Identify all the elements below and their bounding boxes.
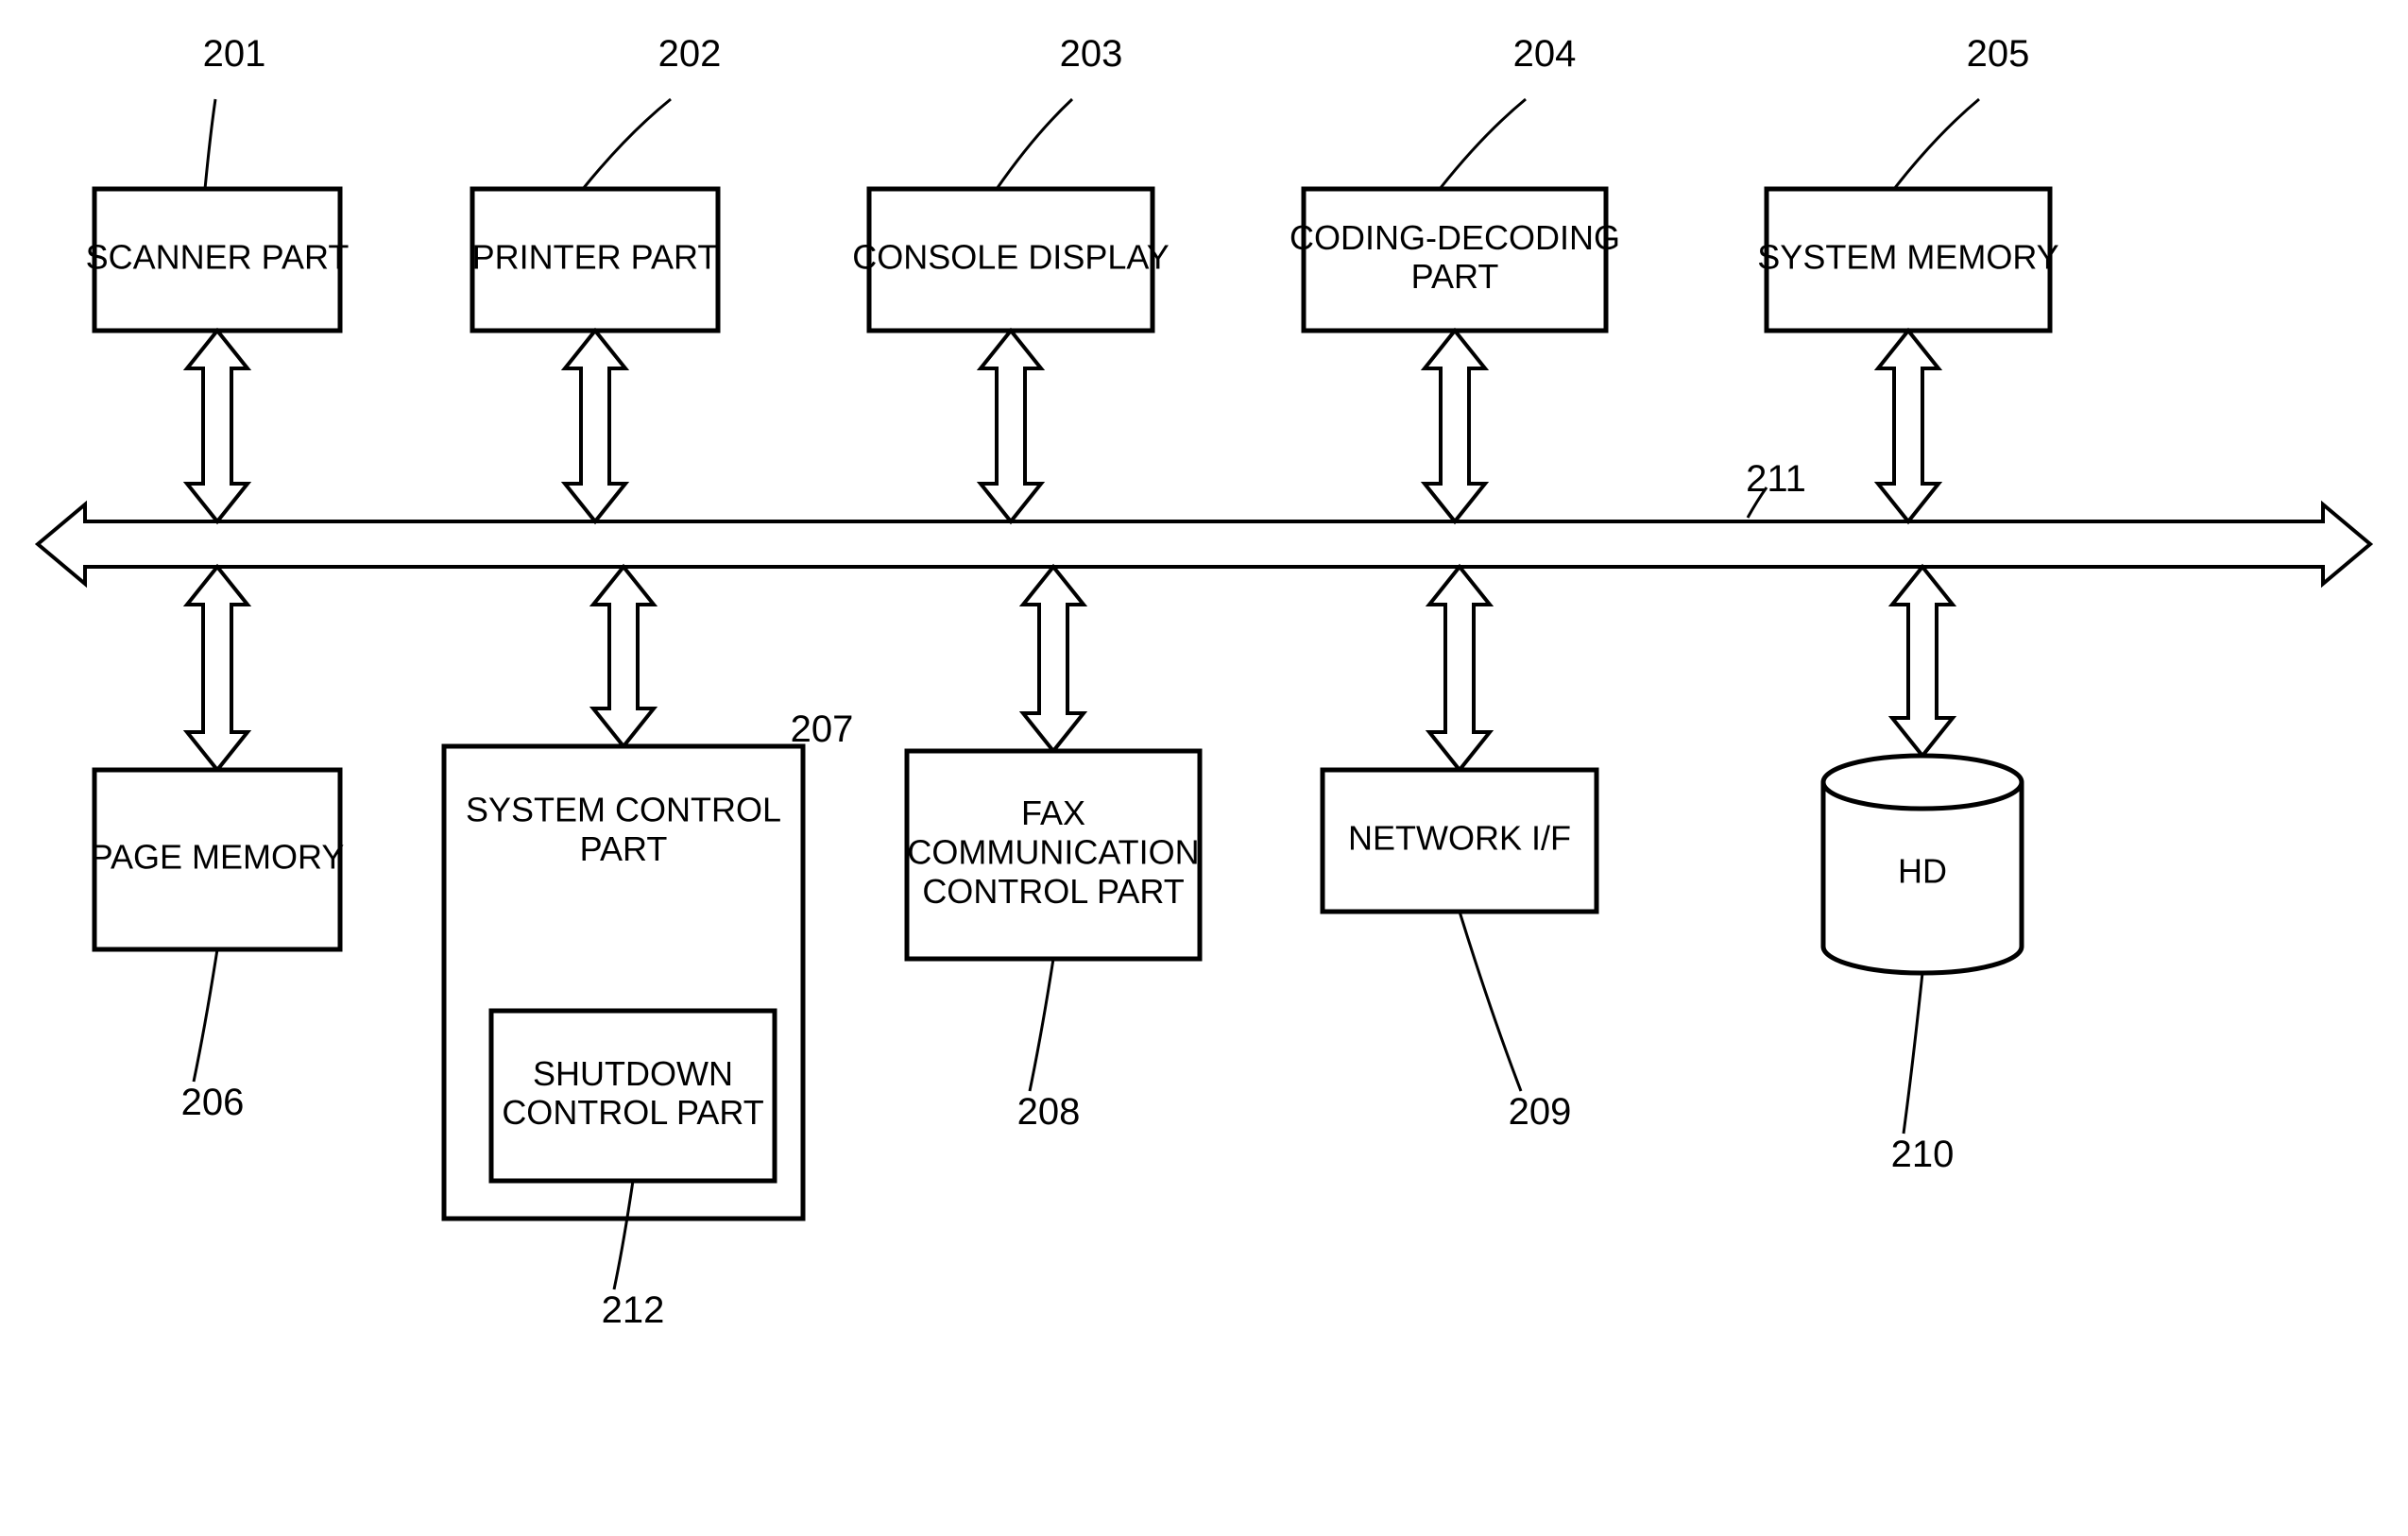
bus-connector: [593, 567, 654, 746]
bus: [38, 504, 2370, 584]
leader-209: [1460, 912, 1521, 1091]
block-label: PART: [580, 829, 668, 868]
leader-208: [1030, 959, 1053, 1091]
block-label: HD: [1898, 852, 1947, 891]
refnum-210: 210: [1891, 1134, 1955, 1175]
leader-210: [1904, 973, 1922, 1134]
refnum-202: 202: [658, 33, 722, 75]
refnum-208: 208: [1017, 1091, 1081, 1133]
refnum-207: 207: [791, 708, 854, 750]
bus-connector: [1023, 567, 1084, 751]
leader-205: [1894, 99, 1979, 189]
leader-202: [583, 99, 671, 189]
block-label: PRINTER PART: [472, 238, 719, 277]
block-label: CONSOLE DISPLAY: [852, 238, 1169, 277]
refnum-211: 211: [1746, 458, 1806, 500]
bus-connector: [1425, 331, 1485, 521]
bus-connector: [1429, 567, 1490, 770]
block-label: SYSTEM CONTROL: [466, 791, 781, 829]
block-label: SCANNER PART: [86, 238, 350, 277]
bus-connector: [565, 331, 625, 521]
refnum-204: 204: [1513, 33, 1577, 75]
block-label: PART: [1411, 257, 1499, 296]
block-label: COMMUNICATION: [907, 833, 1199, 872]
leader-204: [1440, 99, 1526, 189]
refnum-209: 209: [1509, 1091, 1572, 1133]
block-label: SYSTEM MEMORY: [1757, 238, 2058, 277]
block-label: FAX: [1021, 794, 1085, 832]
bus-connector: [1878, 331, 1938, 521]
block-label: CONTROL PART: [502, 1093, 763, 1132]
block-label: SHUTDOWN: [533, 1054, 733, 1093]
refnum-212: 212: [602, 1289, 665, 1331]
block-label: CONTROL PART: [922, 872, 1184, 911]
bus-connector: [981, 331, 1041, 521]
block-label: CODING-DECODING: [1289, 218, 1620, 257]
leader-203: [997, 99, 1072, 189]
leader-206: [194, 949, 217, 1082]
refnum-201: 201: [203, 33, 266, 75]
block-label: NETWORK I/F: [1348, 819, 1571, 858]
bus-connector: [187, 567, 248, 770]
refnum-205: 205: [1967, 33, 2030, 75]
refnum-206: 206: [181, 1082, 245, 1123]
leader-201: [205, 99, 215, 189]
refnum-203: 203: [1060, 33, 1123, 75]
bus-connector: [187, 331, 248, 521]
block-label: PAGE MEMORY: [91, 838, 345, 877]
bus-connector: [1892, 567, 1953, 756]
